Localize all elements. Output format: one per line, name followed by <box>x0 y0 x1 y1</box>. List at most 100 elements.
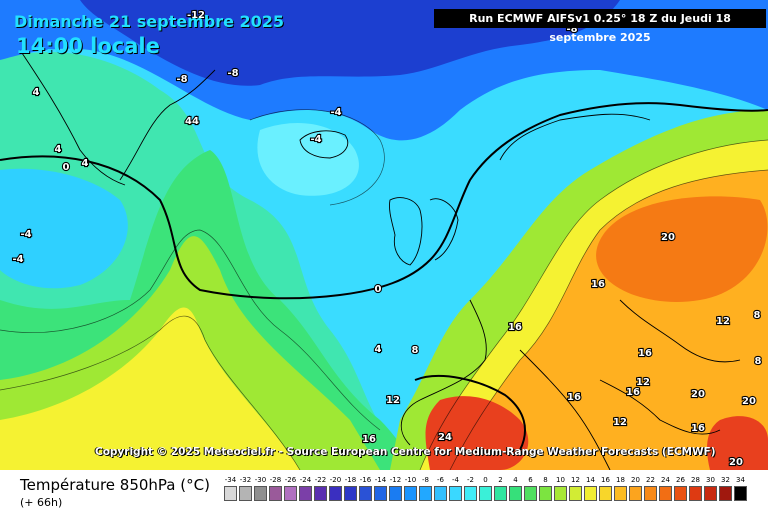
legend-swatch <box>314 486 327 501</box>
legend-tick-label: 20 <box>631 476 640 484</box>
legend-tick-label: -26 <box>284 476 297 484</box>
legend-tick-label: 16 <box>601 476 610 484</box>
isotherms <box>0 102 768 451</box>
legend-tick-label: -12 <box>389 476 402 484</box>
coastlines <box>19 49 741 470</box>
legend-tick-label: 26 <box>676 476 685 484</box>
legend-swatch <box>434 486 447 501</box>
band-red-east <box>707 416 768 470</box>
legend-swatch <box>389 486 402 501</box>
legend-swatch <box>479 486 492 501</box>
legend-swatch <box>644 486 657 501</box>
contour-label: -4 <box>12 254 23 265</box>
legend-swatch <box>254 486 267 501</box>
contour-label: 24 <box>438 432 452 443</box>
contour-label: 16 <box>362 434 376 445</box>
contour-label: 4 <box>55 144 62 155</box>
legend-tick-label: -18 <box>344 476 357 484</box>
legend-swatch <box>404 486 417 501</box>
legend-swatch <box>524 486 537 501</box>
contour-label: 16 <box>567 392 581 403</box>
contour-label: 0 <box>375 284 382 295</box>
legend-swatch <box>284 486 297 501</box>
forecast-time: 14:00 locale <box>16 34 160 58</box>
legend-tick-label: -20 <box>329 476 342 484</box>
legend-swatch <box>299 486 312 501</box>
legend-tick-label: -10 <box>404 476 417 484</box>
band-light-cyan <box>257 122 359 196</box>
band-warm-core <box>596 196 768 302</box>
legend-tick-label: 0 <box>483 476 488 484</box>
legend-swatch <box>584 486 597 501</box>
contour-label: 20 <box>729 457 743 468</box>
legend-swatch <box>269 486 282 501</box>
legend-swatch <box>599 486 612 501</box>
legend-swatch <box>674 486 687 501</box>
contour-label: 8 <box>754 310 761 321</box>
contour-label: 16 <box>591 279 605 290</box>
contour-label: 8 <box>755 356 762 367</box>
legend-swatch <box>494 486 507 501</box>
legend-tick-label: 22 <box>646 476 655 484</box>
legend-tick-label: 4 <box>513 476 518 484</box>
legend-tick-label: -30 <box>254 476 267 484</box>
legend-tick-label: 2 <box>498 476 503 484</box>
legend-swatch <box>539 486 552 501</box>
legend-swatch <box>329 486 342 501</box>
legend-swatch <box>629 486 642 501</box>
band-yellow-west <box>0 307 300 470</box>
legend-swatch <box>554 486 567 501</box>
legend-tick-label: 32 <box>721 476 730 484</box>
legend-swatch <box>464 486 477 501</box>
contour-label: 44 <box>185 116 199 127</box>
contour-label: 4 <box>375 344 382 355</box>
contour-label: 12 <box>636 377 650 388</box>
legend-swatch <box>704 486 717 501</box>
legend-swatch <box>449 486 462 501</box>
legend-swatch <box>569 486 582 501</box>
legend-tick-label: -6 <box>437 476 444 484</box>
contour-label: 20 <box>691 389 705 400</box>
legend-swatch <box>734 486 747 501</box>
legend-swatch <box>224 486 237 501</box>
legend-tick-label: 14 <box>586 476 595 484</box>
forecast-date: Dimanche 21 septembre 2025 <box>14 12 285 31</box>
contour-label: 16 <box>638 348 652 359</box>
legend-tick-label: -34 <box>224 476 237 484</box>
map-canvas: -12-8-8-8-4-4-4-444444004812162420161612… <box>0 0 768 470</box>
band-cyan-west <box>0 168 128 289</box>
legend-swatch <box>344 486 357 501</box>
contour-label: -8 <box>176 74 187 85</box>
legend-swatch <box>239 486 252 501</box>
contour-label: 8 <box>412 345 419 356</box>
legend-tick-label: -4 <box>452 476 459 484</box>
legend-tick-label: -32 <box>239 476 252 484</box>
contour-label: 20 <box>742 396 756 407</box>
legend-tick-label: -28 <box>269 476 282 484</box>
legend-tick-label: 28 <box>691 476 700 484</box>
footer: Température 850hPa (°C) (+ 66h) -34 -32 -3… <box>0 470 768 512</box>
contour-label: 4 <box>33 87 40 98</box>
copyright-notice: Copyright © 2025 Meteociel.fr - Source E… <box>95 446 716 458</box>
contour-label: 12 <box>613 417 627 428</box>
legend-tick-label: -2 <box>467 476 474 484</box>
legend-tick-label: 24 <box>661 476 670 484</box>
contour-label: 16 <box>691 423 705 434</box>
legend-tick-label: -22 <box>314 476 327 484</box>
contour-label: 20 <box>661 232 675 243</box>
legend-swatch <box>509 486 522 501</box>
legend-tick-label: -8 <box>422 476 429 484</box>
legend-swatch <box>419 486 432 501</box>
contour-label: 0 <box>63 162 70 173</box>
legend-swatch <box>689 486 702 501</box>
contour-label: -4 <box>330 107 341 118</box>
isotherms-thin <box>0 109 768 470</box>
legend-swatch <box>719 486 732 501</box>
legend-tick-label: -14 <box>374 476 387 484</box>
legend-tick-label: 18 <box>616 476 625 484</box>
band-red-south <box>425 396 529 470</box>
legend-tick-label: 12 <box>571 476 580 484</box>
contour-label: 16 <box>508 322 522 333</box>
legend-tick-label: 10 <box>556 476 565 484</box>
temperature-map: -12-8-8-8-4-4-4-444444004812162420161612… <box>0 0 768 470</box>
